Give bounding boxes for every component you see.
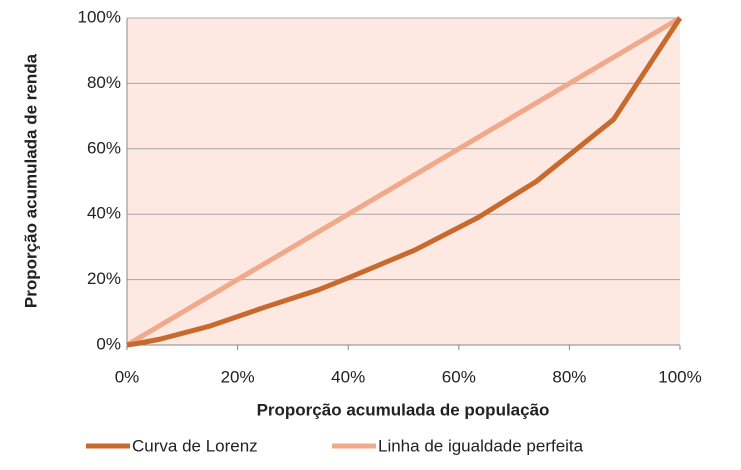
y-tick-label: 100% [78, 7, 121, 26]
x-tick-label: 60% [442, 367, 476, 386]
y-tick-label: 80% [87, 73, 121, 92]
legend-label: Linha de igualdade perfeita [378, 436, 584, 455]
y-axis-label: Proporção acumulada de renda [21, 53, 40, 308]
x-tick-label: 40% [331, 367, 365, 386]
legend-label: Curva de Lorenz [132, 436, 258, 455]
series-line [126, 16, 683, 348]
y-tick-label: 20% [87, 269, 121, 288]
y-tick-label: 60% [87, 138, 121, 157]
x-tick-label: 100% [658, 367, 701, 386]
y-tick-label: 0% [96, 334, 121, 353]
x-tick-label: 0% [115, 367, 140, 386]
y-tick-label: 40% [87, 204, 121, 223]
series-line [125, 15, 682, 348]
x-tick-label: 20% [221, 367, 255, 386]
x-tick-label: 80% [552, 367, 586, 386]
x-axis-label: Proporção acumulada de população [257, 400, 550, 419]
